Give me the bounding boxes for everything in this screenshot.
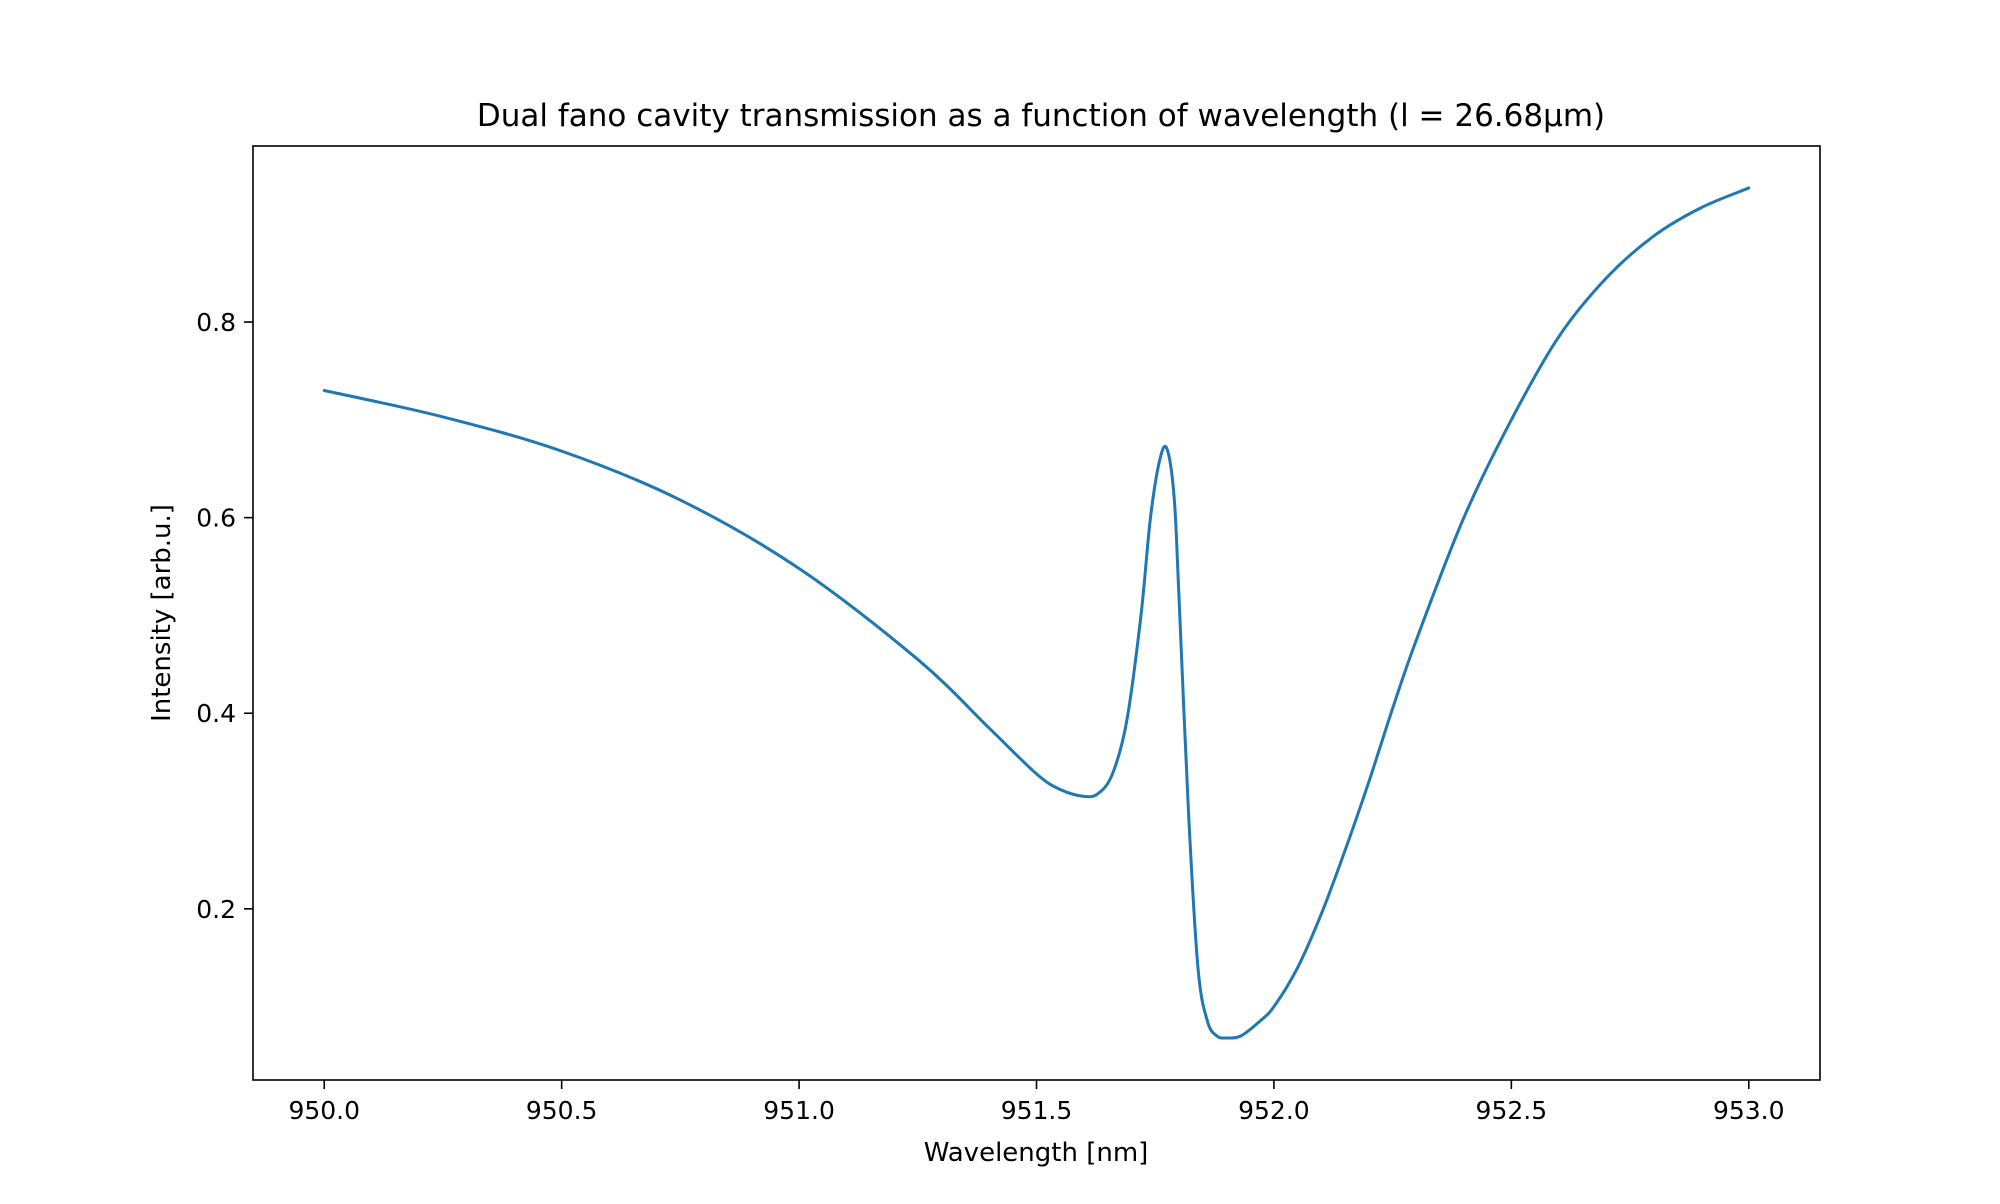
x-tick-label: 952.5 <box>1476 1096 1548 1125</box>
x-tick-label: 953.0 <box>1713 1096 1785 1125</box>
x-tick-label: 952.0 <box>1238 1096 1310 1125</box>
y-tick-label: 0.6 <box>196 504 236 533</box>
series-line <box>322 186 1751 1040</box>
x-tick-label: 950.0 <box>288 1096 360 1125</box>
y-tick-label: 0.8 <box>196 308 236 337</box>
x-tick-label: 951.5 <box>1001 1096 1073 1125</box>
y-tick-label: 0.4 <box>196 699 236 728</box>
x-tick-label: 950.5 <box>526 1096 598 1125</box>
x-axis-ticks: 950.0 950.5 951.0 951.5 952.0 952.5 953.0 <box>288 1080 1785 1125</box>
y-tick-label: 0.2 <box>196 895 236 924</box>
series-layer <box>322 186 1751 1040</box>
plot-frame <box>252 145 1821 1081</box>
y-axis-label: Intensity [arb.u.] <box>147 504 177 722</box>
chart-title: Dual fano cavity transmission as a funct… <box>477 98 1605 134</box>
y-axis-ticks: 0.2 0.4 0.6 0.8 <box>196 308 253 924</box>
x-axis-label: Wavelength [nm] <box>924 1138 1149 1168</box>
x-tick-label: 951.0 <box>763 1096 835 1125</box>
